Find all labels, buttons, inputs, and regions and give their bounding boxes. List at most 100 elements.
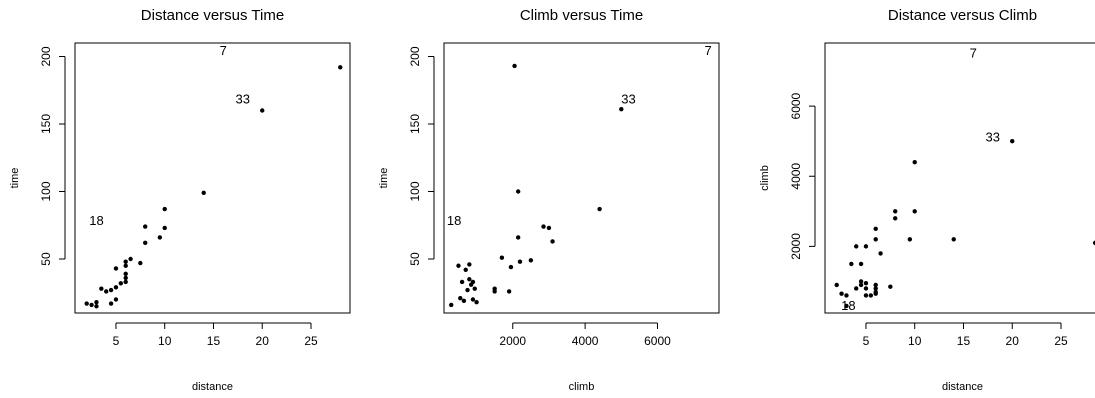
x-tick-label: 6000: [644, 334, 671, 348]
y-tick-label: 6000: [789, 92, 803, 119]
y-tick-label: 2000: [789, 233, 803, 260]
data-point: [515, 189, 521, 194]
y-tick-label: 50: [408, 252, 422, 266]
data-point: [260, 108, 265, 113]
data-point: [888, 284, 893, 289]
data-point: [849, 261, 854, 267]
data-point: [839, 291, 844, 296]
data-point: [108, 287, 114, 293]
data-point: [143, 240, 148, 245]
data-point: [907, 237, 913, 242]
x-axis-label: distance: [942, 381, 983, 393]
data-point: [873, 286, 878, 291]
x-tick-label: 25: [304, 334, 318, 348]
point-annotation: 7: [705, 43, 712, 58]
data-point: [912, 209, 917, 214]
x-tick-label: 25: [1054, 334, 1068, 348]
data-point: [470, 279, 476, 285]
data-point: [459, 279, 465, 285]
point-annotation: 33: [235, 92, 249, 107]
data-point: [541, 224, 546, 229]
panel-distance-vs-time: Distance versus Time distance time 5 10 15…: [9, 7, 351, 393]
data-point: [515, 235, 521, 240]
data-point: [99, 286, 104, 291]
point-annotation: 33: [621, 92, 635, 107]
plot-frame: [74, 42, 351, 314]
x-axis-label: distance: [192, 381, 233, 393]
x-tick-label: 10: [158, 334, 172, 348]
data-point: [162, 206, 167, 212]
y-tick-label: 100: [39, 181, 53, 201]
data-point: [863, 286, 869, 291]
data-point: [201, 190, 206, 196]
data-point: [512, 63, 517, 69]
y-tick-label: 50: [39, 252, 53, 266]
data-point: [868, 293, 874, 298]
point-annotation: 18: [447, 213, 461, 228]
point-annotation: 33: [985, 130, 999, 145]
data-point: [94, 300, 99, 305]
data-point: [499, 255, 505, 260]
y-tick-label: 200: [39, 46, 53, 66]
data-point: [858, 261, 864, 267]
data-point: [873, 237, 878, 242]
data-point: [113, 285, 119, 290]
data-point: [157, 235, 163, 240]
data-point: [456, 263, 461, 268]
data-point: [873, 226, 878, 232]
x-tick-label: 4000: [572, 334, 599, 348]
data-point: [893, 216, 898, 221]
data-point: [467, 262, 472, 267]
data-point: [854, 244, 859, 249]
x-tick-label: 2000: [499, 334, 526, 348]
data-point: [123, 263, 128, 268]
data-point: [854, 286, 859, 291]
data-point: [123, 279, 128, 285]
data-point: [463, 267, 468, 272]
data-point: [492, 289, 497, 294]
x-tick-label: 15: [957, 334, 971, 348]
data-point: [108, 301, 114, 306]
data-point: [1010, 138, 1015, 144]
data-point: [123, 259, 128, 264]
data-point: [863, 280, 869, 286]
data-point: [858, 282, 864, 288]
data-point: [1092, 240, 1095, 246]
data-point: [528, 258, 534, 263]
data-point: [619, 106, 624, 112]
data-point: [546, 225, 552, 231]
data-point: [517, 259, 523, 264]
data-point: [338, 65, 343, 70]
point-annotation: 7: [970, 46, 977, 61]
panel-climb-vs-time: Climb versus Time climb time 2000 4000 600…: [378, 7, 720, 393]
data-point: [873, 282, 878, 288]
data-point: [138, 260, 143, 266]
data-point: [508, 264, 514, 270]
y-axis-label: climb: [759, 165, 771, 191]
point-annotation: 7: [220, 43, 227, 58]
data-point: [858, 279, 864, 284]
data-point: [506, 289, 512, 294]
x-tick-label: 20: [1006, 334, 1020, 348]
data-point: [912, 160, 917, 165]
data-point: [470, 297, 476, 302]
data-point: [113, 266, 119, 271]
x-tick-label: 10: [908, 334, 922, 348]
data-point: [94, 304, 99, 309]
data-point: [128, 256, 133, 262]
point-annotation: 18: [89, 213, 103, 228]
data-point: [458, 295, 463, 301]
data-point: [893, 209, 898, 214]
data-point: [550, 239, 555, 244]
chart-title: Distance versus Time: [141, 7, 284, 24]
plot-frame: [824, 42, 1095, 314]
data-point: [461, 298, 467, 304]
x-tick-label: 5: [113, 334, 120, 348]
data-point: [597, 206, 602, 212]
chart-title: Distance versus Climb: [888, 7, 1037, 24]
y-axis-label: time: [9, 168, 21, 189]
x-tick-label: 15: [207, 334, 221, 348]
data-point: [162, 225, 167, 231]
y-tick-label: 150: [408, 114, 422, 134]
